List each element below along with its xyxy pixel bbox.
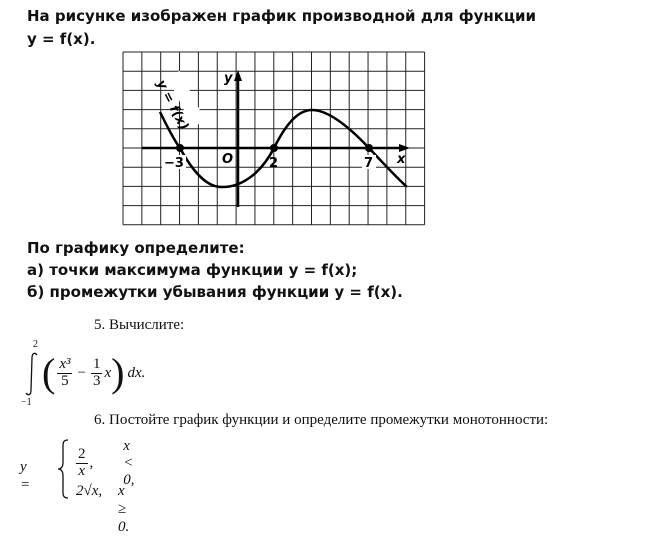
tick-label-7: 7 xyxy=(364,156,373,171)
task5-heading: 5. Вычислите: xyxy=(94,317,185,333)
tick-label-minus3: −3 xyxy=(164,156,184,171)
variable-x: x xyxy=(104,364,112,381)
x-axis-arrow xyxy=(399,144,410,152)
case2-expression: 2√x, xyxy=(76,483,103,499)
y-axis-arrow xyxy=(234,70,242,81)
task4-prompt: По графику определите: xyxy=(27,239,245,257)
case1-numerator: 2 xyxy=(76,446,88,464)
case1-comma: , xyxy=(89,455,94,471)
task6-heading: 6. Постойте график функции и определите … xyxy=(94,412,549,428)
case1-denominator: x xyxy=(78,463,86,479)
tick-label-2: 2 xyxy=(269,156,278,171)
case2-condition: x ≥ 0. xyxy=(118,483,130,535)
point-7 xyxy=(365,144,373,152)
integral-sign xyxy=(25,352,38,396)
differential: dx. xyxy=(127,364,146,381)
frac2-numerator: 1 xyxy=(90,355,103,374)
case1-condition: x < 0, xyxy=(123,438,135,488)
task4-item-a: а) точки максимума функции y = f(x); xyxy=(27,261,358,279)
x-axis-label: x xyxy=(396,152,406,167)
point-2 xyxy=(270,144,278,152)
task4-item-b: б) промежутки убывания функции y = f(x). xyxy=(27,283,403,301)
frac1-denominator: 5 xyxy=(61,372,69,389)
frac2-denominator: 3 xyxy=(92,372,101,389)
grid xyxy=(122,51,426,226)
task4-text-line1: На рисунке изображен график производной … xyxy=(27,7,537,25)
derivative-graph: −3 2 7 O x y y = f(x) xyxy=(122,51,426,226)
function-lhs: y = xyxy=(20,459,31,493)
point-minus3 xyxy=(176,144,184,152)
brace xyxy=(57,439,69,499)
frac1-numerator: x³ xyxy=(57,355,73,374)
minus-sign: − xyxy=(77,364,86,381)
task4-text-line2: y = f(x). xyxy=(27,30,96,48)
integral-upper-limit: 2 xyxy=(33,339,38,350)
integral-lower-limit: −1 xyxy=(21,397,32,408)
origin-label: O xyxy=(222,152,233,167)
y-axis-label: y xyxy=(224,71,233,86)
